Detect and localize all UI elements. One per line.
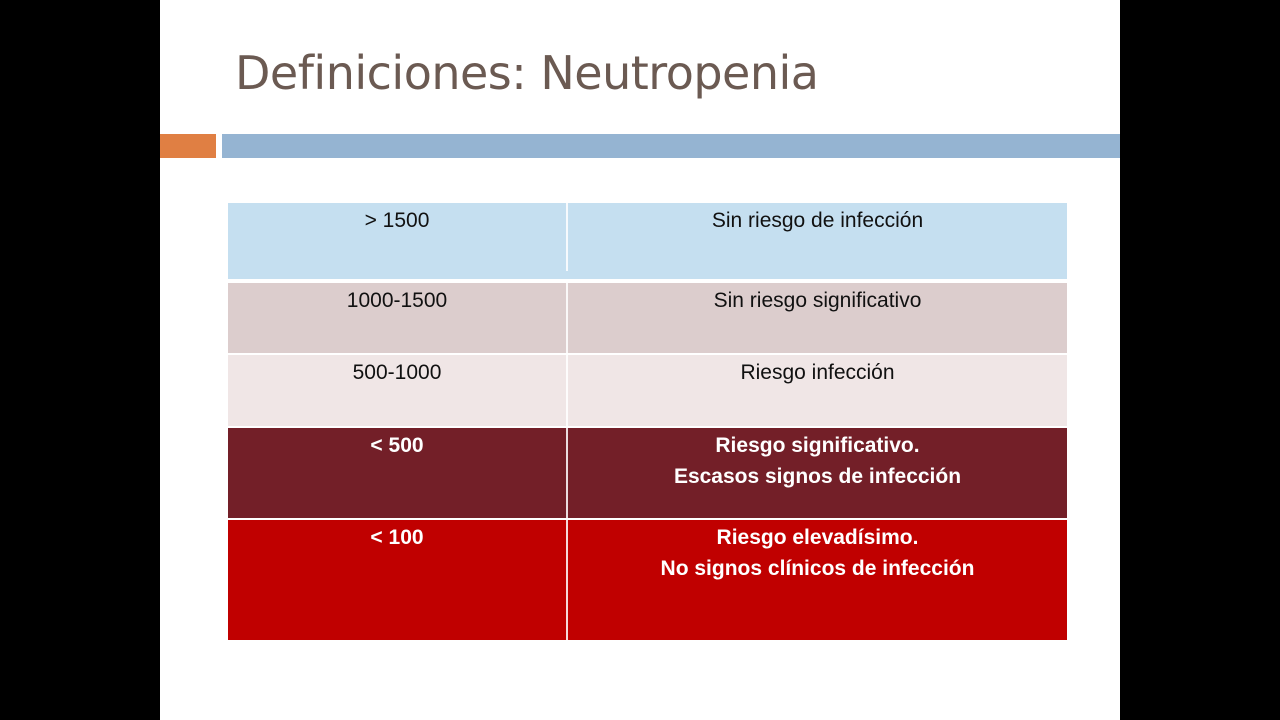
description-cell: Sin riesgo de infección [711, 209, 924, 232]
description-cell: Riesgo significativo. Escasos signos de … [673, 434, 962, 488]
range-cell: < 100 [228, 520, 568, 640]
table-row: > 1500 Sin riesgo de infección [228, 203, 1067, 279]
range-cell: 500-1000 [228, 355, 568, 426]
range-cell: < 500 [228, 428, 568, 518]
table-row: < 100 Riesgo elevadísimo. No signos clín… [228, 520, 1067, 640]
slide: Definiciones: Neutropenia > 1500 Sin rie… [160, 0, 1120, 720]
table-row: < 500 Riesgo significativo. Escasos sign… [228, 428, 1067, 518]
slide-title: Definiciones: Neutropenia [235, 46, 819, 100]
accent-bar-orange [160, 134, 216, 158]
accent-bar-blue [222, 134, 1120, 158]
description-cell: Riesgo elevadísimo. No signos clínicos d… [660, 526, 975, 580]
range-cell: 1000-1500 [228, 283, 568, 353]
description-cell: Sin riesgo significativo [713, 289, 922, 312]
description-cell: Riesgo infección [740, 361, 895, 384]
table-row: 1000-1500 Sin riesgo significativo [228, 283, 1067, 353]
table-row: 500-1000 Riesgo infección [228, 355, 1067, 426]
range-cell: > 1500 [228, 203, 568, 271]
